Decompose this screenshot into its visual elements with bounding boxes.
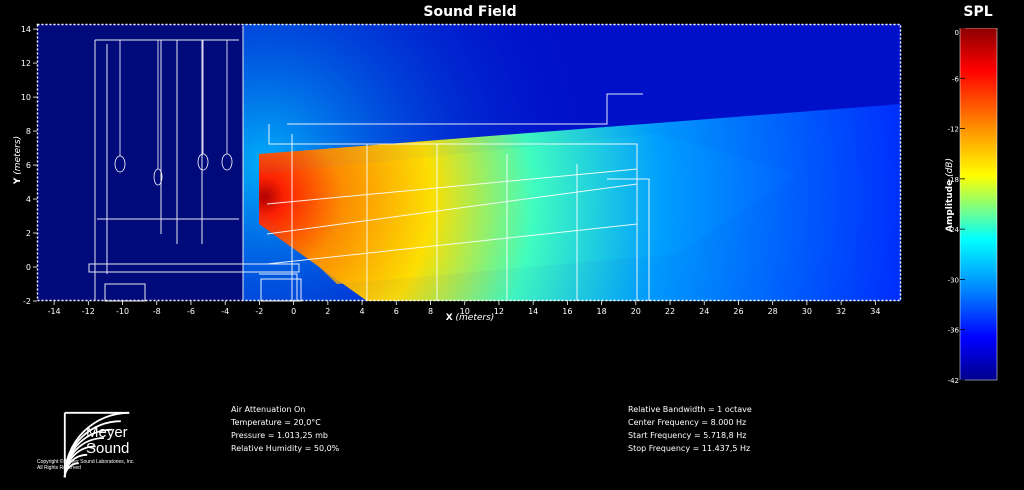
y-tick-label: -2 — [23, 297, 31, 306]
colorbar-tick-label: -18 — [948, 176, 959, 184]
y-axis-ticks: -2 0 2 4 6 8 10 12 14 — [21, 25, 37, 306]
copyright-line: All Rights Reserved — [37, 465, 81, 471]
x-tick-label: -2 — [255, 307, 263, 316]
y-tick-label: 14 — [21, 25, 31, 34]
copyright-line: Copyright © Meyer Sound Laboratories, In… — [37, 459, 135, 465]
y-tick-label: 0 — [26, 263, 31, 272]
x-tick-label: 22 — [665, 307, 675, 316]
logo-name-line1: Meyer — [86, 424, 128, 441]
x-axis-label: X (meters) — [445, 313, 495, 323]
info-line: Air Attenuation On — [231, 405, 306, 414]
x-tick-label: -4 — [221, 307, 229, 316]
colorbar-tick-label: -12 — [948, 126, 959, 134]
air-attenuation-info: Air Attenuation On Temperature = 20,0°C … — [231, 403, 491, 455]
info-line: Center Frequency = 8.000 Hz — [628, 418, 747, 427]
y-tick-label: 6 — [26, 161, 31, 170]
info-line: Relative Bandwidth = 1 octave — [628, 405, 752, 414]
info-line: Pressure = 1.013,25 mb — [231, 431, 328, 440]
x-tick-label: 6 — [394, 307, 399, 316]
x-tick-label: 12 — [494, 307, 504, 316]
colorbar-axis-label: Amplitude (dB) — [945, 158, 955, 233]
x-tick-label: 0 — [291, 307, 296, 316]
colorbar-tick-label: -36 — [948, 327, 960, 335]
colorbar-tick-label: -30 — [948, 276, 959, 284]
chart-title: Sound Field — [423, 4, 517, 20]
sound-field-plot[interactable]: -14 -12 -10 -8 -6 -4 -2 0 2 4 6 8 10 12 14 16 18 20 22 24 26… — [21, 23, 902, 316]
x-tick-label: 28 — [768, 307, 778, 316]
x-tick-label: 30 — [802, 307, 812, 316]
colorbar-tick-label: 0 — [955, 29, 959, 37]
x-tick-label: 32 — [836, 307, 846, 316]
logo-name-line2: Sound — [86, 440, 130, 457]
x-tick-label: 18 — [597, 307, 607, 316]
copyright-text: Copyright © Meyer Sound Laboratories, In… — [37, 459, 167, 471]
info-line: Temperature = 20,0°C — [231, 418, 321, 427]
x-tick-label: -12 — [82, 307, 95, 316]
x-tick-label: 14 — [528, 307, 538, 316]
x-tick-label: -6 — [187, 307, 195, 316]
x-tick-label: 4 — [360, 307, 365, 316]
colorbar-title: SPL — [963, 4, 993, 20]
y-tick-label: 2 — [26, 229, 31, 238]
x-tick-label: 24 — [699, 307, 709, 316]
y-tick-label: 8 — [26, 127, 31, 136]
colorbar-tick-label: -24 — [948, 226, 960, 234]
y-axis-label: Y (meters) — [13, 135, 23, 185]
x-tick-label: 10 — [460, 307, 470, 316]
meyer-sound-logo-icon — [63, 411, 130, 478]
x-tick-label: 26 — [733, 307, 743, 316]
spl-colorbar: 0 -6 -12 -18 -24 -30 -36 -42 — [948, 28, 998, 385]
x-tick-label: 34 — [870, 307, 880, 316]
x-tick-label: 2 — [325, 307, 330, 316]
info-line: Stop Frequency = 11.437,5 Hz — [628, 444, 751, 453]
info-line: Start Frequency = 5.718,8 Hz — [628, 431, 747, 440]
x-tick-label: -8 — [153, 307, 161, 316]
x-tick-label: 8 — [428, 307, 433, 316]
info-line: Relative Humidity = 50,0% — [231, 444, 340, 453]
x-axis-ticks: -14 -12 -10 -8 -6 -4 -2 0 2 4 6 8 10 12 14 16 18 20 22 24 26… — [48, 301, 880, 316]
colorbar-ticks: 0 -6 -12 -18 -24 -30 -36 -42 — [948, 28, 965, 385]
y-tick-label: 10 — [21, 93, 31, 102]
x-tick-label: -10 — [116, 307, 129, 316]
x-tick-label: -14 — [48, 307, 61, 316]
y-tick-label: 4 — [26, 195, 31, 204]
y-tick-label: 12 — [21, 59, 31, 68]
frequency-info: Relative Bandwidth = 1 octave Center Fre… — [628, 403, 888, 455]
colorbar-tick-label: -6 — [952, 75, 960, 83]
colorbar-tick-label: -42 — [948, 377, 959, 385]
x-tick-label: 20 — [631, 307, 641, 316]
x-tick-label: 16 — [562, 307, 572, 316]
